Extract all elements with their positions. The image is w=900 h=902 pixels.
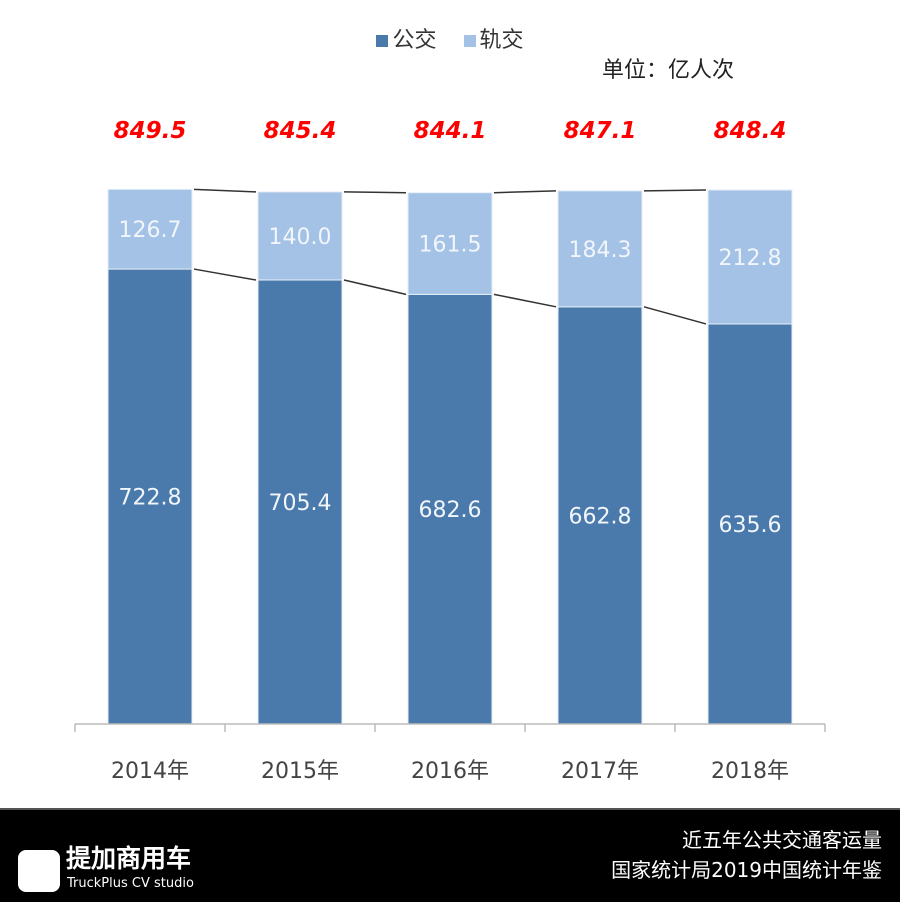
bar-segment — [407, 192, 493, 295]
series-connector-line — [343, 279, 407, 296]
logo-text: 提加商用车 — [66, 844, 192, 873]
x-tick-label: 2014年 — [111, 759, 189, 784]
data-label: 705.4 — [269, 491, 332, 516]
footer-source: 国家统计局2019中国统计年鉴 — [611, 858, 882, 882]
legend-item-rail: 轨交 — [463, 28, 524, 53]
legend: 公交 轨交 — [0, 28, 900, 54]
series-connector-line — [643, 306, 707, 325]
legend-label: 轨交 — [479, 28, 524, 53]
x-tick-label: 2015年 — [261, 759, 339, 784]
series-connector-line — [193, 268, 257, 281]
series-connector-line — [493, 190, 557, 194]
data-label: 212.8 — [719, 246, 782, 271]
total-label: 845.4 — [264, 118, 337, 144]
unit-label: 单位：亿人次 — [602, 58, 735, 83]
logo-subtext: TruckPlus CV studio — [67, 876, 194, 891]
series-connector-line — [643, 189, 707, 192]
bar-segment — [107, 188, 193, 270]
legend-item-bus: 公交 — [376, 28, 437, 53]
logo-icon — [18, 850, 60, 892]
x-tick-label: 2018年 — [711, 759, 789, 784]
x-tick-label: 2017年 — [561, 759, 639, 784]
legend-label: 公交 — [392, 28, 437, 53]
data-label: 161.5 — [419, 233, 482, 258]
bar-segment — [107, 268, 193, 725]
bar-segment — [557, 306, 643, 725]
bar-segment — [407, 293, 493, 725]
x-tick-label: 2016年 — [411, 759, 489, 784]
data-label: 635.6 — [719, 513, 782, 538]
total-label: 844.1 — [414, 118, 487, 144]
data-label: 662.8 — [569, 504, 632, 529]
bar-segment — [707, 323, 793, 725]
bar-segment — [557, 190, 643, 308]
chart: 722.8 126.7 849.5 2014年 705.4 140.0 845.4 2015年… — [74, 118, 826, 784]
series-connector-line — [343, 191, 407, 194]
footer-title: 近五年公共交通客运量 — [682, 828, 882, 852]
total-label: 847.1 — [564, 118, 637, 144]
series-connector-line — [193, 188, 257, 193]
data-label: 140.0 — [269, 225, 332, 250]
bar-segment — [707, 189, 793, 325]
total-label: 848.4 — [714, 118, 787, 144]
footer: 提加商用车 TruckPlus CV studio 近五年公共交通客运量 国家统… — [0, 808, 900, 902]
bar-segment — [257, 191, 343, 281]
data-label: 126.7 — [119, 218, 182, 243]
data-label: 722.8 — [119, 486, 182, 511]
series-connector-line — [493, 293, 557, 308]
data-label: 682.6 — [419, 498, 482, 523]
total-label: 849.5 — [114, 118, 187, 144]
bar-segment — [257, 279, 343, 725]
data-label: 184.3 — [569, 238, 632, 263]
